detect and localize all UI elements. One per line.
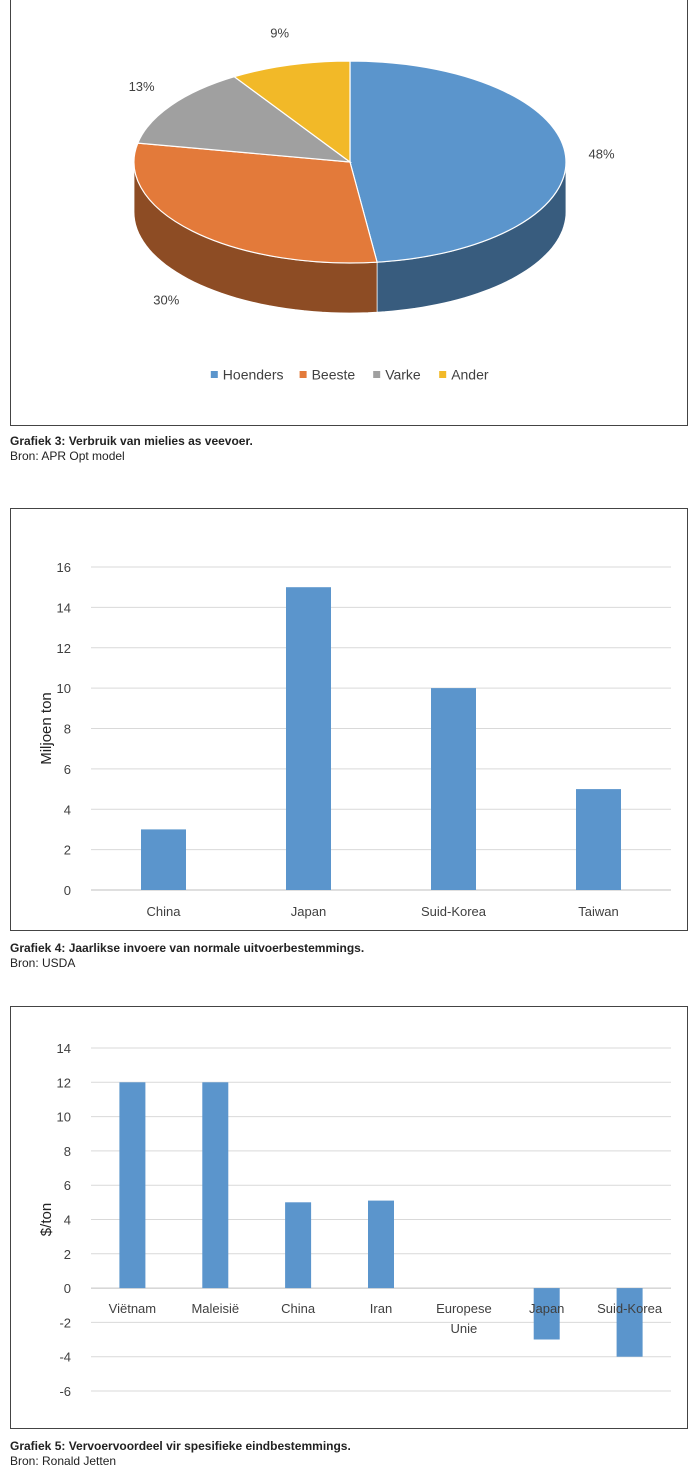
- x-tick-label: China: [147, 904, 182, 919]
- pie-slice-varke: [136, 76, 353, 163]
- bars: [119, 1082, 643, 1357]
- bar-transport-caption: Grafiek 5: Vervoervoordeel vir spesifiek…: [10, 1439, 351, 1469]
- bar: [119, 1082, 146, 1289]
- x-tick-labels: China Japan Suid-Korea Taiwan: [147, 904, 619, 919]
- bars: [141, 587, 621, 890]
- y-ticks: -6 -4 -2 0 2 4 6 8 10 12 14: [57, 1041, 71, 1399]
- legend-label: Varke: [385, 367, 421, 383]
- pie-value-label: 48%: [588, 147, 614, 162]
- y-tick-label: 2: [64, 843, 71, 858]
- bar-chart-transport: -6 -4 -2 0 2 4 6 8 10 12 14 $/ton Viëtnam Maleisië Chi…: [38, 1041, 671, 1399]
- legend-label: Hoenders: [223, 367, 284, 383]
- y-tick-label: 0: [64, 1281, 71, 1296]
- y-tick-label: 8: [64, 1144, 71, 1159]
- bar-chart-imports-frame: 0 2 4 6 8 10 12 14 16 Miljoen ton China Japan Suid-K…: [10, 508, 688, 931]
- pie-tops: [133, 60, 567, 264]
- caption-source: Bron: Ronald Jetten: [10, 1454, 117, 1468]
- legend-swatch: [299, 371, 307, 378]
- x-tick-label: Suid-Korea: [597, 1301, 663, 1316]
- pie-labels: 48% 30% 13% 9%: [129, 25, 615, 307]
- bar: [368, 1200, 394, 1289]
- caption-title: Grafiek 4: Jaarlikse invoere van normale…: [10, 941, 365, 955]
- pie-slice-hoenders: [349, 60, 567, 263]
- caption-title: Grafiek 5: Vervoervoordeel vir spesifiek…: [10, 1439, 351, 1453]
- y-tick-label: -2: [59, 1315, 71, 1330]
- caption-source: Bron: APR Opt model: [10, 449, 125, 463]
- pie-chart: 48% 30% 13% 9% Hoenders Beeste Varke Ander: [129, 25, 615, 383]
- bar: [202, 1082, 229, 1289]
- y-tick-label: 12: [57, 641, 71, 656]
- x-tick-label: Maleisië: [191, 1301, 239, 1316]
- x-tick-label: Suid-Korea: [421, 904, 487, 919]
- y-tick-label: 4: [64, 1213, 71, 1228]
- x-tick-label: Japan: [291, 904, 326, 919]
- y-axis-label: $/ton: [38, 1203, 55, 1236]
- bar-chart-transport-frame: -6 -4 -2 0 2 4 6 8 10 12 14 $/ton Viëtnam Maleisië Chi…: [10, 1006, 688, 1429]
- legend-swatch: [210, 371, 218, 378]
- pie-value-label: 13%: [129, 79, 155, 94]
- caption-source: Bron: USDA: [10, 956, 76, 970]
- pie-value-label: 9%: [270, 25, 289, 40]
- pie-chart-frame: 48% 30% 13% 9% Hoenders Beeste Varke Ander: [10, 0, 688, 426]
- y-tick-label: 10: [57, 681, 71, 696]
- y-tick-label: 12: [57, 1075, 71, 1090]
- bar: [533, 1288, 560, 1340]
- y-tick-label: 4: [64, 802, 71, 817]
- y-axis-label: Miljoen ton: [38, 692, 55, 765]
- bar-imports-caption: Grafiek 4: Jaarlikse invoere van normale…: [10, 941, 364, 971]
- y-tick-label: 10: [57, 1110, 71, 1125]
- bar: [431, 688, 476, 890]
- pie-caption: Grafiek 3: Verbruik van mielies as veevo…: [10, 434, 253, 464]
- legend-swatch: [373, 371, 381, 378]
- bar: [576, 789, 621, 890]
- y-tick-label: 8: [64, 722, 71, 737]
- bar: [285, 1202, 312, 1289]
- y-tick-label: 16: [57, 560, 71, 575]
- x-tick-label: Taiwan: [578, 904, 618, 919]
- bar: [286, 587, 331, 890]
- legend-swatch: [439, 371, 447, 378]
- x-tick-label: Europese Unie: [436, 1301, 492, 1336]
- x-tick-label: Iran: [370, 1301, 392, 1316]
- x-tick-labels: Viëtnam Maleisië China Iran Europese Unie Japa…: [109, 1301, 663, 1336]
- pie-slice-beeste: [133, 142, 378, 264]
- y-tick-label: 2: [64, 1247, 71, 1262]
- bar: [141, 829, 186, 890]
- x-tick-label: Viëtnam: [109, 1301, 156, 1316]
- bar: [616, 1288, 643, 1357]
- pie-slice-ander: [232, 60, 351, 164]
- pie-legend: Hoenders Beeste Varke Ander: [210, 367, 489, 383]
- y-tick-label: 14: [57, 600, 71, 615]
- x-tick-label: Japan: [529, 1301, 564, 1316]
- y-tick-label: 6: [64, 1178, 71, 1193]
- grid: [91, 566, 671, 891]
- y-ticks: 0 2 4 6 8 10 12 14 16: [57, 560, 71, 898]
- bar-chart-imports: 0 2 4 6 8 10 12 14 16 Miljoen ton China Japan Suid-K…: [38, 560, 671, 919]
- y-tick-label: 6: [64, 762, 71, 777]
- caption-title: Grafiek 3: Verbruik van mielies as veevo…: [10, 434, 253, 448]
- y-tick-label: -6: [59, 1384, 71, 1399]
- y-tick-label: -4: [59, 1350, 71, 1365]
- legend-label: Beeste: [312, 367, 356, 383]
- pie-value-label: 30%: [153, 292, 179, 307]
- y-tick-label: 0: [64, 883, 71, 898]
- grid: [91, 1047, 671, 1392]
- legend-label: Ander: [451, 367, 489, 383]
- x-tick-label: China: [281, 1301, 316, 1316]
- y-tick-label: 14: [57, 1041, 71, 1056]
